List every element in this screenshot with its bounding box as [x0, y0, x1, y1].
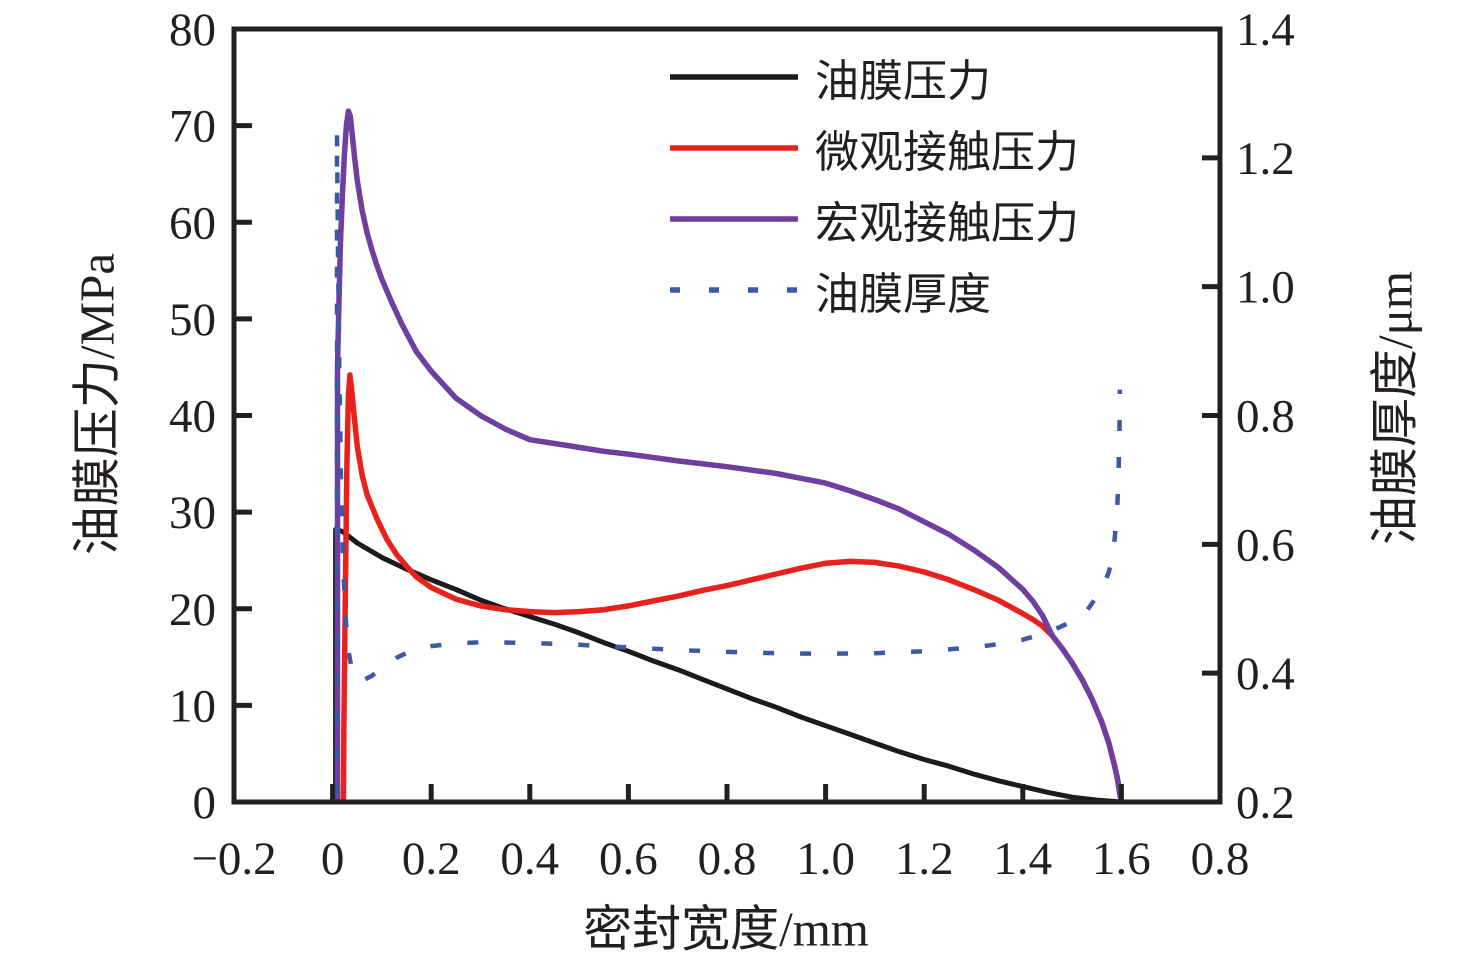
x-tick-label: 0.8	[698, 833, 757, 885]
legend-item: 宏观接触压力	[668, 183, 1079, 254]
x-axis-title: 密封宽度/mm	[583, 901, 869, 957]
legend-label: 油膜压力	[815, 56, 991, 106]
x-tick-label: 1.0	[796, 833, 855, 885]
series-oil-film-pressure-line	[333, 527, 1122, 805]
y-left-tick-label: 30	[169, 487, 216, 539]
x-tick-label: 1.4	[993, 833, 1052, 885]
y-left-tick-label: 50	[169, 294, 216, 346]
legend-line-sample-solid	[668, 142, 800, 154]
legend: 油膜压力 微观接触压力 宏观接触压力 油膜厚度	[668, 41, 1079, 325]
y-left-tick-label: 70	[169, 101, 216, 153]
x-tick-label: 0.6	[599, 833, 658, 885]
x-tick-label: 0.2	[402, 833, 461, 885]
x-tick-label: 0.4	[500, 833, 559, 885]
y-right-tick-label: 1.0	[1236, 262, 1295, 314]
x-tick-label: 1.2	[895, 833, 954, 885]
series-macro-contact-pressure-line	[334, 108, 1125, 803]
legend-line-sample-solid	[668, 213, 800, 225]
y-left-tick-label: 10	[169, 680, 216, 732]
x-tick-label: −0.2	[191, 833, 276, 885]
legend-line-sample-solid	[668, 71, 800, 83]
y-right-tick-label: 1.2	[1236, 133, 1295, 185]
x-tick-label: 1.6	[1092, 833, 1151, 885]
series-micro-contact-pressure-line	[340, 372, 1125, 803]
y-right-tick-label: 0.2	[1236, 777, 1295, 829]
legend-label: 宏观接触压力	[815, 198, 1079, 248]
y-right-tick-label: 1.4	[1236, 4, 1295, 56]
y-left-tick-label: 40	[169, 391, 216, 443]
y-left-tick-label: 0	[193, 777, 217, 829]
legend-line-sample-dashed	[668, 284, 800, 296]
y-right-tick-label: 0.8	[1236, 391, 1295, 443]
y-left-tick-label: 80	[169, 4, 216, 56]
x-tick-label: 0.8	[1191, 833, 1250, 885]
y-right-tick-label: 0.4	[1236, 648, 1295, 700]
left-axis-title: 油膜压力/MPa	[69, 252, 125, 556]
y-right-tick-label: 0.6	[1236, 519, 1295, 571]
legend-item: 油膜压力	[668, 41, 1079, 112]
legend-label: 微观接触压力	[815, 127, 1079, 177]
legend-item: 微观接触压力	[668, 112, 1079, 183]
legend-item: 油膜厚度	[668, 254, 1079, 325]
legend-label: 油膜厚度	[815, 269, 991, 319]
series-oil-film-thickness-line	[334, 135, 1123, 684]
y-left-tick-label: 60	[169, 197, 216, 249]
right-axis-title: 油膜厚度/μm	[1367, 271, 1423, 545]
y-left-tick-label: 20	[169, 584, 216, 636]
x-tick-label: 0	[321, 833, 345, 885]
